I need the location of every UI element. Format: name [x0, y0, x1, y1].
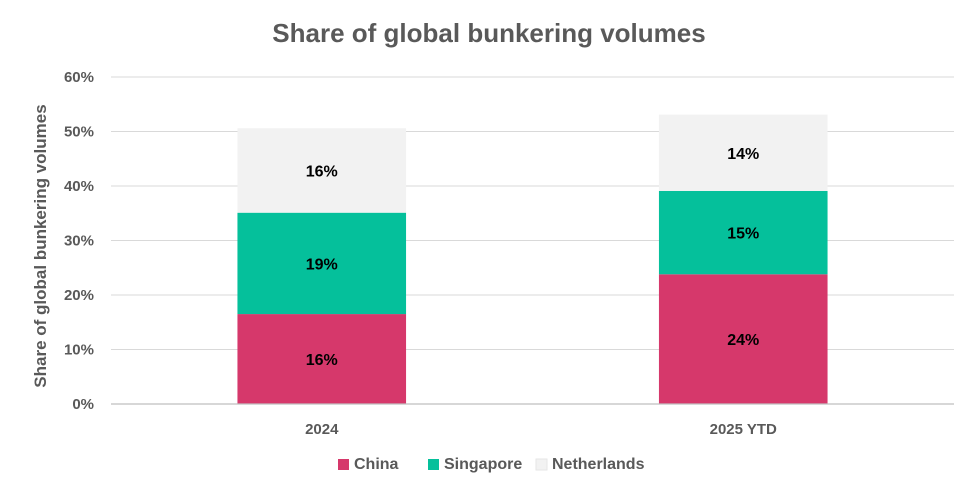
x-axis-categories: 2024 2025 YTD: [305, 421, 777, 438]
x-category-label: 2024: [305, 421, 339, 438]
bar-segment-netherlands: [237, 128, 407, 213]
data-label: 24%: [727, 332, 759, 349]
legend-swatch-netherlands: [535, 458, 548, 471]
x-category-label: 2025 YTD: [710, 421, 777, 438]
data-label: 16%: [306, 163, 338, 180]
legend-swatch-singapore: [428, 459, 439, 470]
y-tick-label: 10%: [64, 342, 94, 359]
legend: China Singapore Netherlands: [338, 456, 645, 473]
bar-segment-netherlands: [658, 114, 828, 191]
data-label: 15%: [727, 226, 759, 243]
y-tick-label: 50%: [64, 124, 94, 141]
y-tick-label: 0%: [72, 396, 94, 413]
legend-label-netherlands: Netherlands: [552, 456, 645, 473]
legend-swatch-china: [338, 459, 349, 470]
legend-label-singapore: Singapore: [444, 456, 522, 473]
y-axis-ticks: 0% 10% 20% 30% 40% 50% 60%: [64, 69, 94, 413]
y-tick-label: 60%: [64, 69, 94, 86]
legend-label-china: China: [354, 456, 399, 473]
y-tick-label: 30%: [64, 233, 94, 250]
bar-segment-singapore: [237, 212, 407, 315]
data-label: 14%: [727, 146, 759, 163]
y-tick-label: 20%: [64, 287, 94, 304]
bars: 16% 19% 16% 24% 15% 14%: [237, 114, 828, 404]
bar-segment-china: [658, 274, 828, 404]
bar-segment-china: [237, 314, 407, 404]
data-label: 19%: [306, 256, 338, 273]
bar-segment-singapore: [658, 190, 828, 275]
data-label: 16%: [306, 352, 338, 369]
y-axis-label: Share of global bunkering volumes: [31, 104, 50, 387]
chart-title: Share of global bunkering volumes: [272, 18, 705, 48]
y-tick-label: 40%: [64, 178, 94, 195]
